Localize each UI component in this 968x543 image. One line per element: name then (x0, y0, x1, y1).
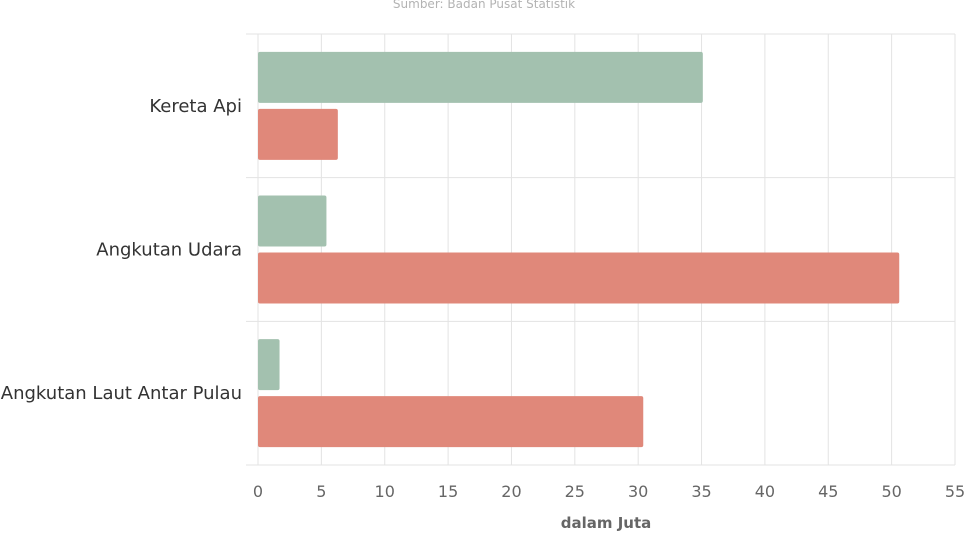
x-tick-label: 0 (253, 482, 263, 501)
category-label: Kereta Api (149, 96, 242, 117)
source-note: Sumber: Badan Pusat Statistik (393, 0, 575, 11)
grid-lines (246, 33, 956, 466)
bars (258, 51, 900, 448)
bar (258, 339, 280, 391)
bar (258, 396, 644, 448)
x-tick-label: 20 (501, 482, 521, 501)
x-tick-label: 25 (565, 482, 585, 501)
bar (258, 195, 327, 247)
x-tick-labels: 0 5 10 15 20 25 30 35 40 45 50 55 (253, 482, 965, 501)
x-axis-title: dalam Juta (561, 514, 652, 532)
x-tick-label: 55 (945, 482, 965, 501)
x-tick-label: 10 (375, 482, 395, 501)
bar (258, 108, 338, 160)
category-label: Angkutan Laut Antar Pulau (1, 383, 242, 404)
bar (258, 51, 703, 103)
x-tick-label: 35 (691, 482, 711, 501)
bar (258, 252, 900, 304)
category-label: Angkutan Udara (96, 240, 242, 261)
x-tick-label: 5 (316, 482, 326, 501)
category-labels: Kereta Api Angkutan Udara Angkutan Laut An… (1, 96, 242, 404)
x-tick-label: 45 (818, 482, 838, 501)
x-tick-label: 40 (755, 482, 775, 501)
x-tick-label: 15 (438, 482, 458, 501)
x-tick-label: 30 (628, 482, 648, 501)
x-tick-label: 50 (881, 482, 901, 501)
